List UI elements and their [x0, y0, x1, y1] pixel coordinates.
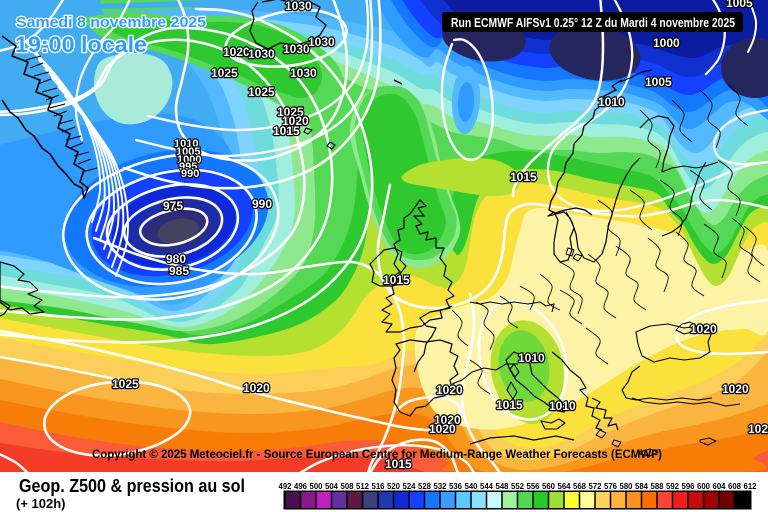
- svg-text:1005: 1005: [645, 75, 672, 89]
- svg-text:1015: 1015: [385, 457, 412, 471]
- svg-text:572: 572: [588, 482, 602, 491]
- svg-text:580: 580: [619, 482, 633, 491]
- svg-text:1025: 1025: [211, 66, 238, 80]
- svg-text:1020: 1020: [722, 382, 749, 396]
- svg-text:1005: 1005: [176, 146, 200, 158]
- svg-text:588: 588: [650, 482, 664, 491]
- svg-text:1020: 1020: [434, 413, 461, 427]
- svg-text:584: 584: [635, 482, 649, 491]
- svg-text:990: 990: [181, 168, 199, 180]
- svg-text:492: 492: [278, 482, 292, 491]
- svg-text:576: 576: [604, 482, 618, 491]
- svg-text:528: 528: [418, 482, 432, 491]
- svg-text:516: 516: [371, 482, 385, 491]
- svg-text:1005: 1005: [726, 0, 753, 10]
- svg-text:990: 990: [252, 197, 272, 211]
- svg-text:1015: 1015: [273, 124, 300, 138]
- svg-text:1010: 1010: [174, 138, 198, 150]
- svg-text:500: 500: [309, 482, 323, 491]
- svg-text:975: 975: [163, 199, 183, 213]
- svg-text:596: 596: [681, 482, 695, 491]
- svg-text:536: 536: [449, 482, 463, 491]
- svg-text:19:00 locale: 19:00 locale: [15, 32, 147, 57]
- svg-text:Geop. Z500 & pression au sol: Geop. Z500 & pression au sol: [19, 476, 245, 496]
- svg-text:1025: 1025: [248, 85, 275, 99]
- svg-text:508: 508: [340, 482, 354, 491]
- svg-text:548: 548: [495, 482, 509, 491]
- svg-text:520: 520: [387, 482, 401, 491]
- svg-text:540: 540: [464, 482, 478, 491]
- svg-text:1010: 1010: [549, 399, 576, 413]
- svg-text:568: 568: [573, 482, 587, 491]
- svg-text:1015: 1015: [383, 273, 410, 287]
- svg-text:Run ECMWF AIFSv1 0.25° 12 Z du: Run ECMWF AIFSv1 0.25° 12 Z du Mardi 4 n…: [451, 16, 735, 30]
- svg-text:552: 552: [511, 482, 525, 491]
- svg-text:556: 556: [526, 482, 540, 491]
- svg-text:1030: 1030: [248, 47, 275, 61]
- svg-text:592: 592: [666, 482, 680, 491]
- svg-text:524: 524: [402, 482, 416, 491]
- svg-text:564: 564: [557, 482, 571, 491]
- svg-text:1000: 1000: [177, 154, 201, 166]
- svg-text:1020: 1020: [429, 422, 456, 436]
- svg-text:1030: 1030: [308, 35, 335, 49]
- svg-text:1030: 1030: [290, 66, 317, 80]
- svg-text:1020: 1020: [690, 322, 717, 336]
- svg-text:1030: 1030: [285, 0, 312, 13]
- svg-text:1020: 1020: [436, 383, 463, 397]
- svg-text:1020: 1020: [282, 114, 309, 128]
- svg-text:512: 512: [356, 482, 370, 491]
- svg-text:600: 600: [697, 482, 711, 491]
- svg-text:604: 604: [712, 482, 726, 491]
- svg-text:504: 504: [325, 482, 339, 491]
- svg-text:1025: 1025: [112, 377, 139, 391]
- svg-text:1025: 1025: [277, 105, 304, 119]
- svg-text:1020: 1020: [243, 381, 270, 395]
- svg-text:1015: 1015: [510, 170, 537, 184]
- svg-text:1010: 1010: [598, 95, 625, 109]
- svg-text:985: 985: [169, 264, 189, 278]
- svg-text:496: 496: [294, 482, 308, 491]
- svg-text:1015: 1015: [496, 398, 523, 412]
- svg-text:Copyright © 2025 Meteociel.fr: Copyright © 2025 Meteociel.fr - Source E…: [92, 449, 662, 461]
- svg-text:(+ 102h): (+ 102h): [16, 496, 66, 511]
- svg-text:1020: 1020: [223, 45, 250, 59]
- svg-text:560: 560: [542, 482, 556, 491]
- svg-text:995: 995: [179, 161, 197, 173]
- svg-text:1030: 1030: [283, 42, 310, 56]
- svg-text:608: 608: [728, 482, 742, 491]
- svg-text:980: 980: [166, 252, 186, 266]
- svg-text:544: 544: [480, 482, 494, 491]
- svg-text:1000: 1000: [653, 36, 680, 50]
- svg-text:1020: 1020: [748, 422, 768, 436]
- svg-text:612: 612: [743, 482, 757, 491]
- svg-text:532: 532: [433, 482, 447, 491]
- svg-text:Samedi 8 novembre 2025: Samedi 8 novembre 2025: [16, 14, 206, 31]
- svg-text:1010: 1010: [518, 351, 545, 365]
